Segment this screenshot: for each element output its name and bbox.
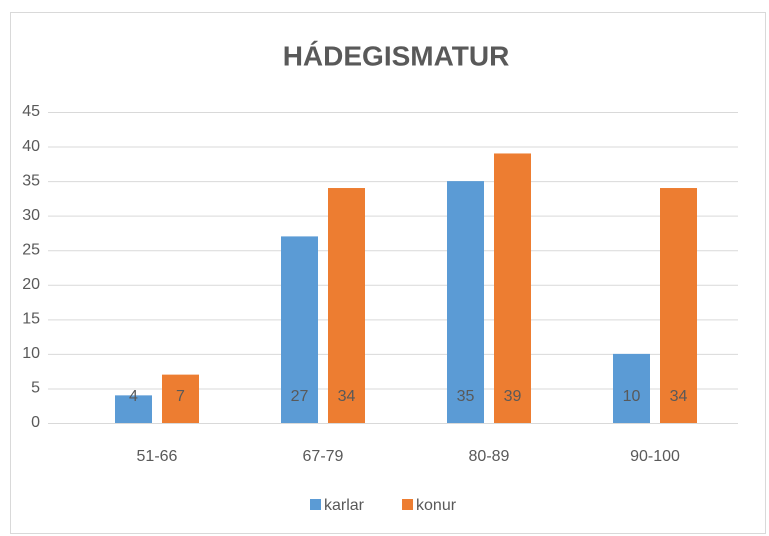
legend-swatch [310, 499, 321, 510]
y-tick-label: 15 [22, 311, 40, 328]
data-label: 39 [504, 388, 522, 405]
legend-label: karlar [324, 497, 365, 514]
y-tick-label: 0 [31, 414, 40, 431]
y-tick-label: 30 [22, 207, 40, 224]
data-label: 7 [176, 388, 185, 405]
y-tick-label: 35 [22, 172, 40, 189]
y-tick-label: 10 [22, 345, 40, 362]
data-label: 34 [338, 388, 356, 405]
y-tick-label: 20 [22, 276, 40, 293]
bar [281, 236, 318, 423]
bar [162, 374, 199, 423]
legend-swatch [402, 499, 414, 510]
bar [660, 188, 697, 423]
x-tick-label: 51-66 [137, 448, 178, 465]
y-tick-label: 45 [22, 103, 40, 120]
data-label: 10 [623, 388, 641, 405]
y-tick-label: 5 [31, 380, 40, 397]
data-label: 35 [457, 388, 475, 405]
chart-border [10, 12, 766, 534]
bar [447, 181, 484, 423]
y-tick-label: 25 [22, 241, 40, 258]
bar [115, 395, 152, 423]
bar [494, 153, 531, 423]
bar [613, 353, 650, 423]
data-label: 4 [129, 388, 138, 405]
x-tick-label: 80-89 [469, 448, 510, 465]
legend-label: konur [416, 497, 457, 514]
y-tick-label: 40 [22, 138, 40, 155]
bar [328, 188, 365, 423]
x-tick-label: 67-79 [303, 448, 344, 465]
data-label: 34 [670, 388, 688, 405]
x-tick-label: 90-100 [630, 448, 680, 465]
chart-title: HÁDEGISMATUR [283, 40, 510, 71]
data-label: 27 [291, 388, 309, 405]
